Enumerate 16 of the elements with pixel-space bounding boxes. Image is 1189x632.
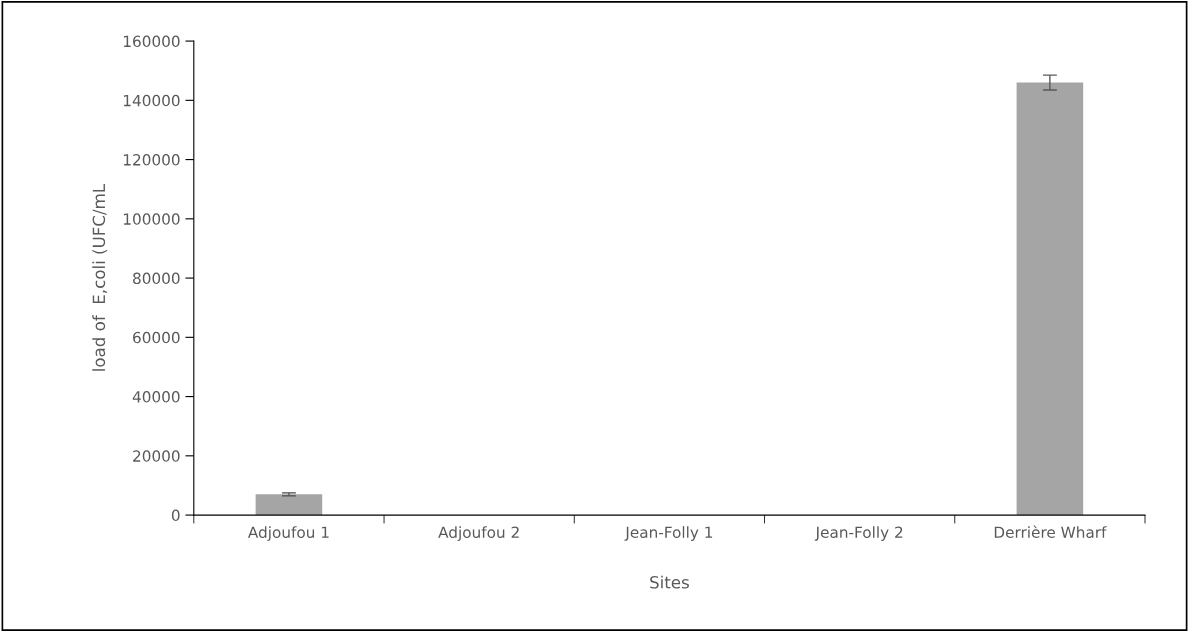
y-tick-label: 80000 — [133, 272, 180, 285]
x-tick-label: Adjoufou 1 — [247, 526, 329, 541]
y-tick-label: 40000 — [132, 391, 180, 403]
x-tick-label: Jean-Folly 2 — [814, 526, 903, 541]
y-tick-label: 120000 — [123, 154, 180, 166]
x-axis-title: Sites — [650, 575, 689, 589]
x-tick-label: Jean-Folly 1 — [624, 526, 713, 541]
y-tick-label: 0 — [171, 509, 180, 522]
x-tick-label: Adjoufou 2 — [438, 526, 519, 541]
x-tick-label: Derrière Wharf — [994, 525, 1107, 539]
y-tick-label: 160000 — [123, 35, 180, 48]
y-tick-label: 140000 — [123, 94, 180, 107]
y-axis-title: load of E,coli (UFC/mL — [92, 183, 108, 371]
y-tick-label: 100000 — [123, 213, 180, 225]
y-tick-label: 20000 — [133, 450, 180, 462]
y-tick-label: 60000 — [133, 331, 180, 344]
